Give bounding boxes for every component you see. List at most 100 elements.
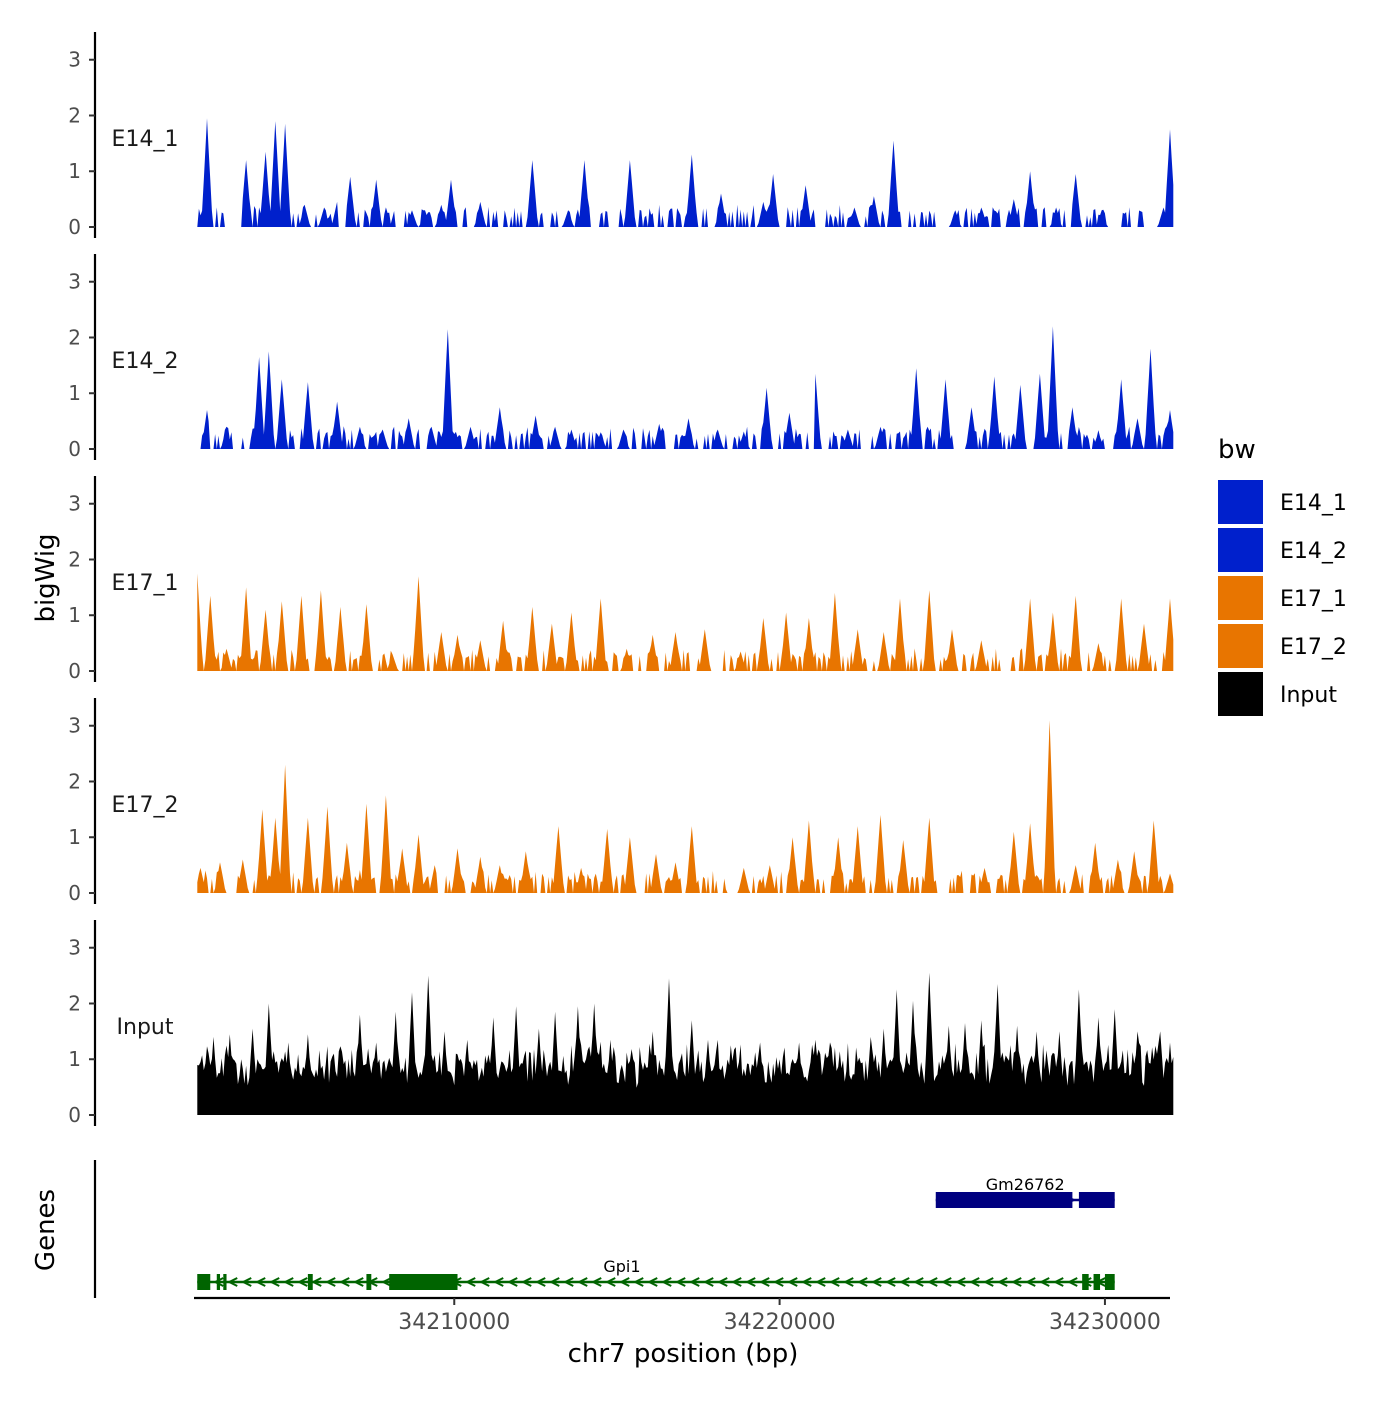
y-tick-label: 0 — [68, 881, 81, 905]
x-tick-label: 34220000 — [724, 1310, 836, 1335]
strand-chevron — [311, 1277, 322, 1287]
coverage-area — [197, 573, 1174, 671]
track-input: 0 1 2 3 Input — [68, 920, 1174, 1127]
y-tick-label: 2 — [68, 325, 81, 349]
y-tick-label: 1 — [68, 381, 81, 405]
strand-chevron — [605, 1277, 616, 1287]
strand-chevron — [241, 1277, 252, 1287]
strand-chevron — [381, 1277, 392, 1287]
gene-gpi1: Gpi1 — [197, 1257, 1115, 1290]
gene-exon — [223, 1274, 227, 1290]
coverage-area — [197, 326, 1174, 449]
tracks-group: 0 1 2 3 E14_1 0 1 2 3 E14_2 0 1 2 3 E17_1 0 1 2 3 E17_2 0 1 2 3… — [68, 32, 1174, 1127]
legend: E14_1 E14_2 E17_1 E17_2 Input — [1218, 480, 1347, 716]
y-axis-title: bigWig — [31, 533, 61, 622]
strand-chevron — [507, 1277, 518, 1287]
track-e17-2: 0 1 2 3 E17_2 — [68, 698, 1174, 905]
strand-chevron — [269, 1277, 280, 1287]
strand-chevron — [955, 1277, 966, 1287]
strand-chevron — [283, 1277, 294, 1287]
y-tick-label: 2 — [68, 991, 81, 1015]
y-tick-label: 0 — [68, 437, 81, 461]
y-tick-label: 0 — [68, 659, 81, 683]
y-tick-label: 0 — [68, 1103, 81, 1127]
legend-label: E17_2 — [1280, 635, 1347, 660]
y-tick-label: 2 — [68, 769, 81, 793]
strand-chevron — [619, 1277, 630, 1287]
strand-chevron — [1039, 1277, 1050, 1287]
strand-chevron — [1011, 1277, 1022, 1287]
strand-chevron — [773, 1277, 784, 1287]
y-tick-label: 1 — [68, 825, 81, 849]
legend-key-e17-1 — [1218, 576, 1263, 620]
strand-chevron — [843, 1277, 854, 1287]
strand-chevron — [941, 1277, 952, 1287]
legend-label: Input — [1280, 683, 1337, 708]
strand-chevron — [325, 1277, 336, 1287]
gene-name-label: Gm26762 — [986, 1175, 1065, 1194]
y-tick-label: 3 — [68, 48, 81, 72]
strand-chevron — [885, 1277, 896, 1287]
track-e14-2: 0 1 2 3 E14_2 — [68, 254, 1174, 461]
legend-key-input — [1218, 672, 1263, 716]
y-tick-label: 2 — [68, 547, 81, 571]
strand-chevron — [549, 1277, 560, 1287]
y-tick-label: 3 — [68, 714, 81, 738]
gene-exon — [366, 1274, 372, 1290]
strand-chevron — [591, 1277, 602, 1287]
y-tick-label: 1 — [68, 603, 81, 627]
strand-chevron — [815, 1277, 826, 1287]
legend-key-e14-1 — [1218, 480, 1263, 524]
strand-chevron — [535, 1277, 546, 1287]
legend-key-e14-2 — [1218, 528, 1263, 572]
strand-chevron — [983, 1277, 994, 1287]
legend-label: E14_2 — [1280, 539, 1347, 564]
y-tick-label: 1 — [68, 159, 81, 183]
x-axis: 34210000 34220000 34230000 — [194, 1296, 1170, 1335]
coverage-area — [197, 720, 1174, 893]
strand-chevron — [563, 1277, 574, 1287]
track-e14-1: 0 1 2 3 E14_1 — [68, 32, 1174, 239]
track-e17-1: 0 1 2 3 E17_1 — [68, 476, 1174, 683]
strand-chevron — [1053, 1277, 1064, 1287]
strand-chevron — [689, 1277, 700, 1287]
gene-gm26762: Gm26762 — [935, 1175, 1115, 1208]
strand-chevron — [913, 1277, 924, 1287]
y-tick-label: 1 — [68, 1047, 81, 1071]
strand-chevron — [1025, 1277, 1036, 1287]
strand-chevron — [1067, 1277, 1078, 1287]
strand-chevron — [213, 1277, 224, 1287]
legend-label: E14_1 — [1280, 491, 1347, 516]
gene-exon — [1078, 1192, 1115, 1208]
strand-chevron — [647, 1277, 658, 1287]
track-label: E14_1 — [112, 127, 179, 152]
gene-exon — [197, 1274, 211, 1290]
legend-label: E17_1 — [1280, 587, 1347, 612]
strand-chevron — [227, 1277, 238, 1287]
strand-chevron — [899, 1277, 910, 1287]
strand-chevron — [731, 1277, 742, 1287]
y-tick-label: 3 — [68, 270, 81, 294]
gene-exon — [1104, 1274, 1115, 1290]
gene-name-label: Gpi1 — [603, 1257, 640, 1276]
genes-axis-title: Genes — [31, 1189, 61, 1271]
gene-exon — [307, 1274, 313, 1290]
gene-exon — [1082, 1274, 1089, 1290]
gene-exon — [389, 1274, 458, 1290]
strand-chevron — [787, 1277, 798, 1287]
strand-chevron — [297, 1277, 308, 1287]
y-tick-label: 0 — [68, 215, 81, 239]
strand-chevron — [493, 1277, 504, 1287]
x-tick-label: 34210000 — [398, 1310, 510, 1335]
gene-exon — [1093, 1274, 1101, 1290]
gene-track: Gm26762 Gpi1 — [93, 1160, 1115, 1298]
track-label: E17_1 — [112, 571, 179, 596]
strand-chevron — [829, 1277, 840, 1287]
strand-chevron — [997, 1277, 1008, 1287]
y-tick-label: 2 — [68, 103, 81, 127]
y-tick-label: 3 — [68, 492, 81, 516]
strand-chevron — [521, 1277, 532, 1287]
coverage-area — [197, 972, 1174, 1115]
